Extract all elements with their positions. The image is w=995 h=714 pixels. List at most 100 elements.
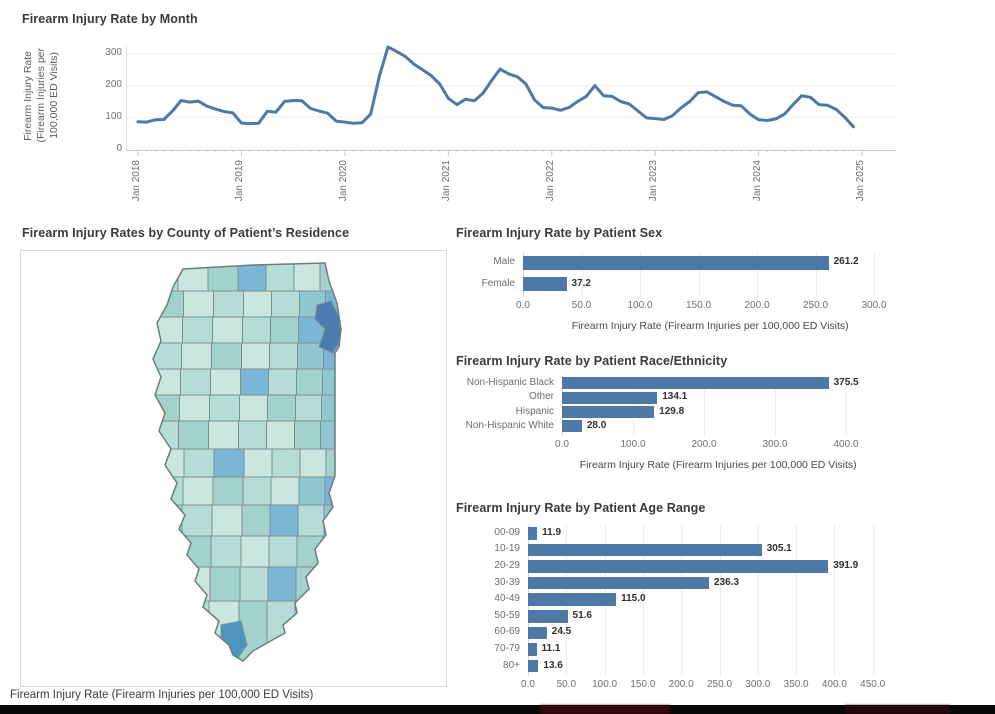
county-area[interactable] xyxy=(270,476,300,506)
county-area[interactable] xyxy=(151,476,184,506)
county-area[interactable] xyxy=(265,261,295,292)
county-area[interactable] xyxy=(241,342,270,370)
x-tick-label: Jan 2024 xyxy=(751,160,763,202)
bar-mark[interactable] xyxy=(562,420,582,433)
county-area[interactable] xyxy=(322,368,351,396)
county-area[interactable] xyxy=(240,368,269,396)
county-area[interactable] xyxy=(295,566,323,602)
county-area[interactable] xyxy=(320,600,349,663)
plot-gridline xyxy=(633,376,634,436)
county-area[interactable] xyxy=(323,504,352,537)
bar-mark[interactable] xyxy=(562,406,655,418)
county-area[interactable] xyxy=(241,504,271,537)
county-area[interactable] xyxy=(243,448,273,478)
county-area[interactable] xyxy=(239,394,268,422)
county-area[interactable] xyxy=(213,448,245,478)
bar-mark[interactable] xyxy=(528,543,762,557)
monthly-rate-line[interactable] xyxy=(136,45,855,129)
county-area[interactable] xyxy=(296,368,323,396)
county-area[interactable] xyxy=(295,394,322,422)
county-area[interactable] xyxy=(238,420,267,450)
county-area[interactable] xyxy=(150,504,183,537)
county-area[interactable] xyxy=(180,535,212,568)
county-area[interactable] xyxy=(267,394,296,422)
county-area[interactable] xyxy=(211,342,242,370)
county-area[interactable] xyxy=(151,316,183,344)
county-area[interactable] xyxy=(178,600,210,663)
county-area[interactable] xyxy=(322,535,351,568)
county-area[interactable] xyxy=(182,476,214,506)
bar-mark[interactable] xyxy=(562,377,829,390)
bar-mark[interactable] xyxy=(528,626,547,640)
county-area[interactable] xyxy=(210,535,242,568)
county-area[interactable] xyxy=(179,394,210,422)
bar-mark[interactable] xyxy=(528,643,537,656)
bar-mark[interactable] xyxy=(528,576,709,590)
county-area[interactable] xyxy=(266,420,295,450)
county-area[interactable] xyxy=(242,476,272,506)
county-area[interactable] xyxy=(269,342,298,370)
county-area[interactable] xyxy=(242,316,271,344)
county-area[interactable] xyxy=(209,394,240,422)
bar-mark[interactable] xyxy=(562,391,658,404)
county-area[interactable] xyxy=(271,290,300,318)
county-area[interactable] xyxy=(239,566,269,602)
plot-gridline xyxy=(681,525,683,677)
x-axis-tick-label: 100.0 xyxy=(592,679,618,691)
county-area[interactable] xyxy=(178,420,209,450)
county-area[interactable] xyxy=(179,566,211,602)
county-area[interactable] xyxy=(296,535,324,568)
county-area[interactable] xyxy=(293,261,321,292)
county-area[interactable] xyxy=(269,504,299,537)
bar-mark[interactable] xyxy=(528,593,617,606)
county-area[interactable] xyxy=(268,368,297,396)
county-area[interactable] xyxy=(294,420,321,450)
county-area[interactable] xyxy=(271,448,301,478)
bar-mark[interactable] xyxy=(523,255,829,270)
county-area[interactable] xyxy=(210,368,241,396)
bar-mark[interactable] xyxy=(523,277,567,292)
x-tick-label: Jan 2018 xyxy=(131,160,142,202)
county-area[interactable] xyxy=(294,600,322,663)
county-area[interactable] xyxy=(240,535,270,568)
county-area[interactable] xyxy=(212,476,244,506)
county-area[interactable] xyxy=(321,566,350,602)
bar-mark[interactable] xyxy=(528,610,568,623)
bar-mark[interactable] xyxy=(528,560,829,573)
county-area[interactable] xyxy=(181,504,213,537)
county-area[interactable] xyxy=(181,342,212,370)
county-area[interactable] xyxy=(149,535,182,568)
county-area[interactable] xyxy=(270,316,299,344)
county-area[interactable] xyxy=(267,566,297,602)
county-area[interactable] xyxy=(325,448,354,478)
county-area[interactable] xyxy=(208,420,239,450)
county-area[interactable] xyxy=(212,316,243,344)
x-tick-label: Jan 2025 xyxy=(855,160,867,202)
county-area[interactable] xyxy=(243,290,272,318)
county-area[interactable] xyxy=(266,600,296,663)
county-area[interactable] xyxy=(268,535,298,568)
county-area[interactable] xyxy=(298,476,326,506)
county-area[interactable] xyxy=(183,448,215,478)
county-area[interactable] xyxy=(211,504,243,537)
county-area[interactable] xyxy=(180,368,211,396)
illinois-county-choropleth[interactable] xyxy=(21,251,445,681)
county-area[interactable] xyxy=(147,600,180,663)
county-area[interactable] xyxy=(299,448,327,478)
county-area[interactable] xyxy=(182,316,213,344)
county-area-darkest-northeast[interactable] xyxy=(314,300,341,354)
county-area[interactable] xyxy=(149,368,181,396)
county-area[interactable] xyxy=(237,261,267,292)
bar-value-label: 28.0 xyxy=(586,419,607,431)
bar-mark[interactable] xyxy=(528,659,539,673)
bar-mark[interactable] xyxy=(528,527,538,540)
county-area[interactable] xyxy=(297,504,325,537)
county-area[interactable] xyxy=(148,566,181,602)
county-area[interactable] xyxy=(183,290,214,318)
county-area[interactable] xyxy=(209,566,241,602)
county-area[interactable] xyxy=(319,261,348,292)
county-area[interactable] xyxy=(152,448,185,478)
county-area[interactable] xyxy=(177,261,209,292)
county-area[interactable] xyxy=(213,290,244,318)
